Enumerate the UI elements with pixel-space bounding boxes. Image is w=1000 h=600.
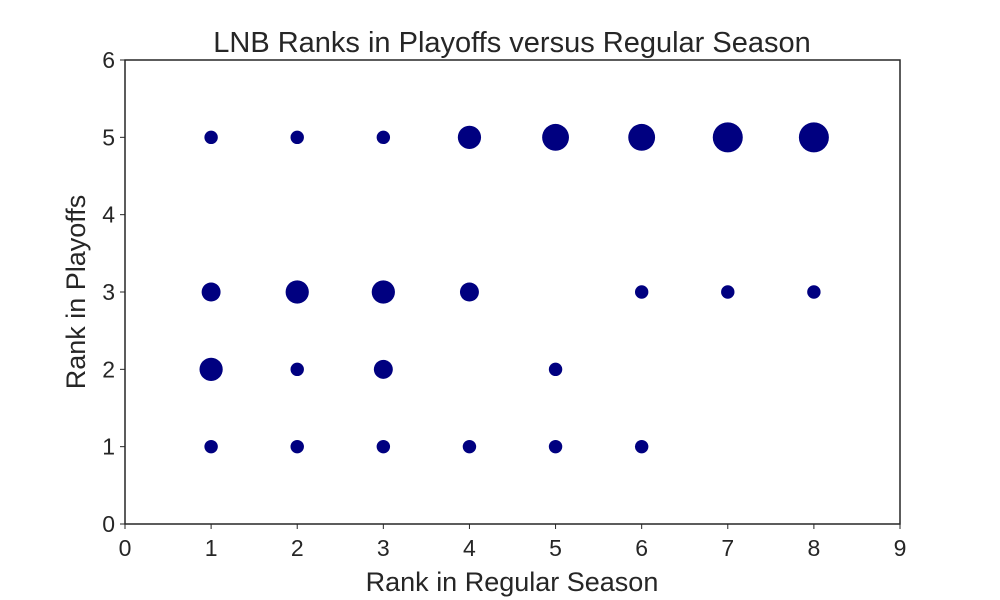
data-point bbox=[548, 362, 563, 377]
data-point bbox=[548, 439, 563, 454]
x-tick-label: 7 bbox=[721, 535, 734, 561]
y-tick-label: 4 bbox=[102, 202, 115, 228]
data-point bbox=[376, 130, 391, 145]
data-point bbox=[542, 123, 569, 151]
data-points bbox=[199, 122, 829, 454]
data-point bbox=[807, 285, 821, 299]
y-tick-label: 2 bbox=[102, 356, 115, 382]
data-point bbox=[459, 282, 479, 302]
y-tick-label: 0 bbox=[102, 511, 115, 537]
x-tick-label: 4 bbox=[463, 535, 476, 561]
data-point bbox=[290, 362, 304, 377]
y-tick-label: 6 bbox=[102, 47, 115, 73]
x-tick-label: 5 bbox=[549, 535, 562, 561]
x-axis-ticks: 0 1 2 3 4 5 6 7 8 9 bbox=[119, 524, 907, 561]
data-point bbox=[798, 122, 829, 153]
y-tick-label: 3 bbox=[102, 279, 115, 305]
data-point bbox=[290, 439, 304, 454]
data-point bbox=[373, 359, 393, 379]
x-tick-label: 3 bbox=[377, 535, 390, 561]
data-point bbox=[634, 285, 649, 299]
data-point bbox=[201, 282, 221, 302]
data-point bbox=[634, 439, 649, 454]
data-point bbox=[721, 285, 735, 299]
x-tick-label: 9 bbox=[894, 535, 907, 561]
x-tick-label: 0 bbox=[119, 535, 132, 561]
data-point bbox=[285, 280, 309, 304]
x-tick-label: 1 bbox=[205, 535, 218, 561]
data-point bbox=[376, 439, 391, 454]
data-point bbox=[462, 439, 477, 454]
y-tick-label: 5 bbox=[102, 124, 115, 150]
data-point bbox=[204, 130, 218, 145]
x-tick-label: 2 bbox=[291, 535, 304, 561]
y-axis-label: Rank in Playoffs bbox=[61, 195, 91, 390]
data-point bbox=[628, 123, 656, 151]
chart-title: LNB Ranks in Playoffs versus Regular Sea… bbox=[213, 27, 811, 59]
data-point bbox=[199, 357, 223, 381]
data-point bbox=[290, 130, 304, 145]
y-tick-label: 1 bbox=[102, 434, 115, 460]
x-tick-label: 6 bbox=[635, 535, 648, 561]
data-point bbox=[712, 122, 743, 153]
plot-frame bbox=[124, 59, 901, 525]
y-axis-ticks: 0 1 2 3 4 5 6 bbox=[102, 47, 125, 537]
x-tick-label: 8 bbox=[807, 535, 820, 561]
data-point bbox=[457, 125, 482, 149]
data-point bbox=[204, 439, 218, 454]
data-point bbox=[371, 280, 395, 304]
x-axis-label: Rank in Regular Season bbox=[366, 567, 659, 597]
